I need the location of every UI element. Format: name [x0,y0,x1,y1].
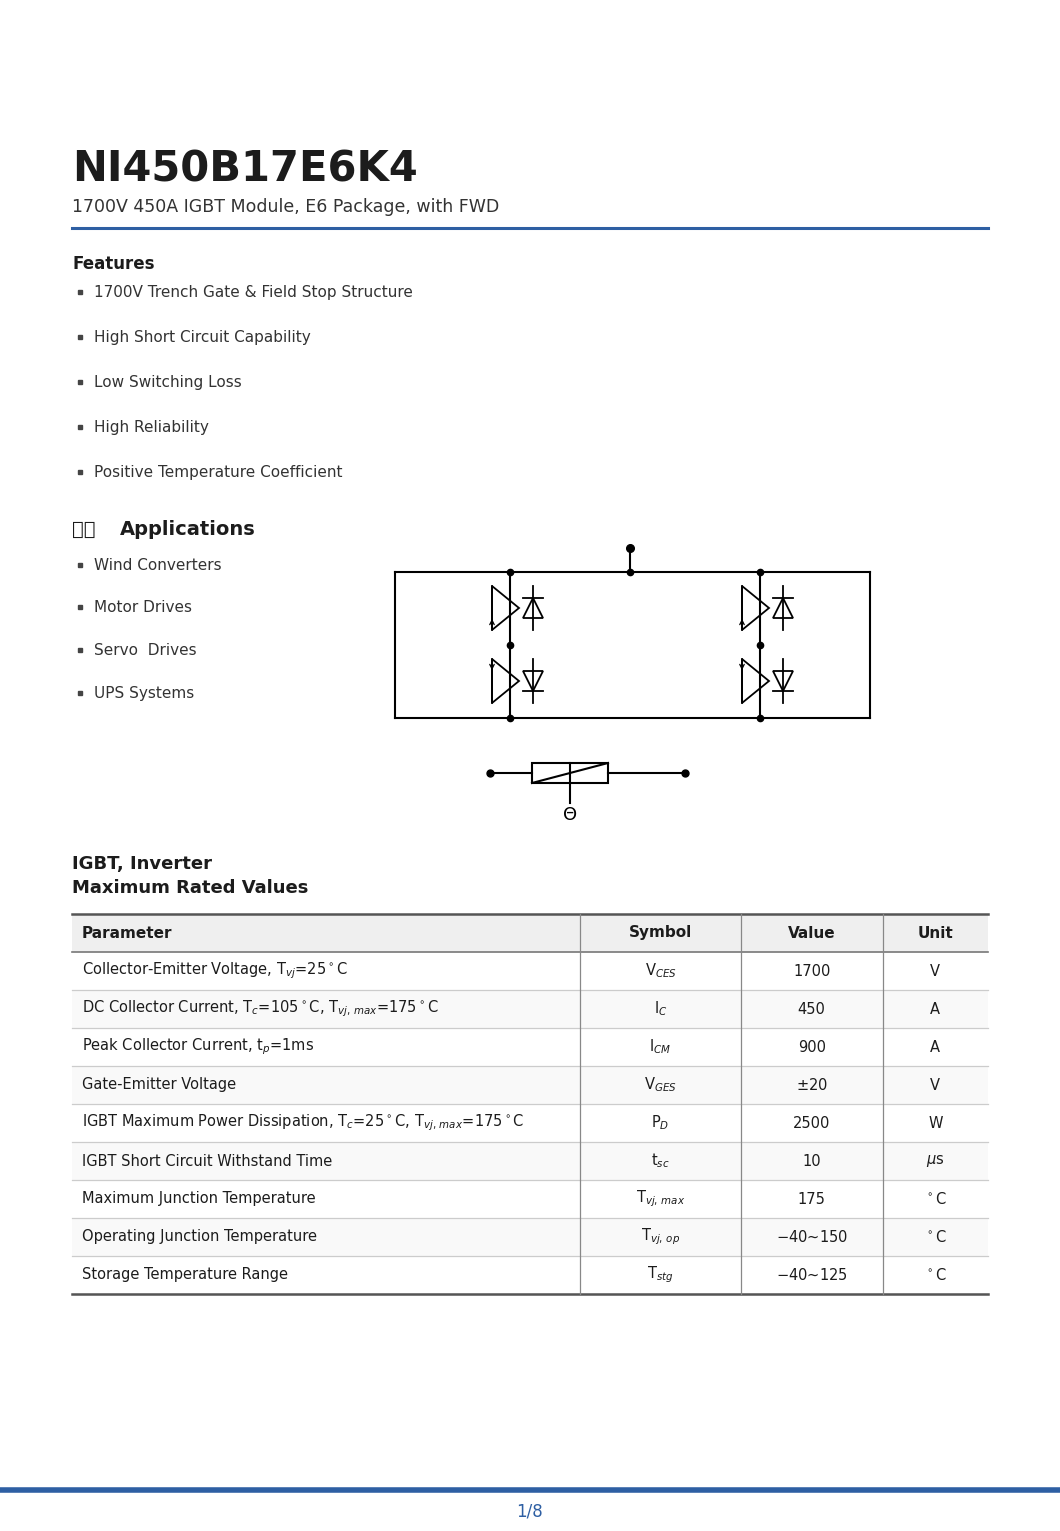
Text: I$_{CM}$: I$_{CM}$ [650,1038,672,1056]
Text: $\Theta$: $\Theta$ [563,805,578,824]
Bar [72,1104,988,1142]
Bar [72,1142,988,1180]
Text: 900: 900 [798,1040,826,1055]
Text: DC Collector Current, T$_c$=105$^\circ$C, T$_{vj,\,max}$=175$^\circ$C: DC Collector Current, T$_c$=105$^\circ$C… [82,998,439,1020]
Text: V$_{CES}$: V$_{CES}$ [644,961,676,980]
Text: Maximum Junction Temperature: Maximum Junction Temperature [82,1191,316,1206]
Text: $^\circ$C: $^\circ$C [924,1268,947,1283]
Text: T$_{vj,\,op}$: T$_{vj,\,op}$ [641,1226,681,1248]
Text: W: W [929,1116,942,1130]
Text: Servo  Drives: Servo Drives [94,643,196,658]
Text: 10: 10 [802,1153,822,1168]
Text: Motor Drives: Motor Drives [94,600,192,615]
Text: V: V [931,963,940,978]
Text: IGBT Short Circuit Withstand Time: IGBT Short Circuit Withstand Time [82,1153,332,1168]
Text: $\mu$s: $\mu$s [926,1153,944,1170]
Text: Value: Value [788,926,835,940]
Bar [72,1219,988,1255]
Text: UPS Systems: UPS Systems [94,686,194,701]
Text: 1700: 1700 [793,963,830,978]
Bar [72,914,988,952]
Text: 450: 450 [798,1001,826,1017]
Text: Applications: Applications [120,521,255,539]
Text: 1/8: 1/8 [516,1503,544,1520]
Text: 1700V 450A IGBT Module, E6 Package, with FWD: 1700V 450A IGBT Module, E6 Package, with… [72,197,499,216]
Text: A: A [931,1040,940,1055]
Text: Operating Junction Temperature: Operating Junction Temperature [82,1229,317,1245]
Text: Parameter: Parameter [82,926,173,940]
Text: Unit: Unit [918,926,953,940]
Text: V$_{GES}$: V$_{GES}$ [644,1076,677,1095]
Text: $-$40~125: $-$40~125 [776,1268,848,1283]
Bar [72,1027,988,1066]
Text: High Reliability: High Reliability [94,419,209,435]
Bar [532,762,608,782]
Text: $\pm$20: $\pm$20 [796,1076,828,1093]
Text: A: A [931,1001,940,1017]
Text: Symbol: Symbol [629,926,692,940]
Text: T$_{vj,\,max}$: T$_{vj,\,max}$ [636,1188,685,1209]
Text: Wind Converters: Wind Converters [94,557,222,573]
Text: Storage Temperature Range: Storage Temperature Range [82,1268,288,1283]
Text: Gate-Emitter Voltage: Gate-Emitter Voltage [82,1078,236,1093]
Text: IGBT, Inverter: IGBT, Inverter [72,854,212,873]
Text: Low Switching Loss: Low Switching Loss [94,375,242,390]
Text: 1700V Trench Gate & Field Stop Structure: 1700V Trench Gate & Field Stop Structure [94,285,413,300]
Bar [72,1066,988,1104]
Text: Peak Collector Current, t$_p$=1ms: Peak Collector Current, t$_p$=1ms [82,1036,314,1058]
Text: P$_D$: P$_D$ [651,1113,670,1133]
Bar [72,952,988,991]
Text: T$_{stg}$: T$_{stg}$ [648,1265,674,1286]
Text: $^\circ$C: $^\circ$C [924,1191,947,1206]
Text: 应用: 应用 [72,521,95,539]
Text: 175: 175 [798,1191,826,1206]
Bar [72,1180,988,1219]
Text: 2500: 2500 [793,1116,830,1130]
Text: Features: Features [72,256,155,273]
Text: Collector-Emitter Voltage, T$_{vj}$=25$^\circ$C: Collector-Emitter Voltage, T$_{vj}$=25$^… [82,960,348,981]
Text: Positive Temperature Coefficient: Positive Temperature Coefficient [94,465,342,481]
Text: $^\circ$C: $^\circ$C [924,1229,947,1245]
Text: High Short Circuit Capability: High Short Circuit Capability [94,331,311,344]
Text: t$_{sc}$: t$_{sc}$ [651,1151,670,1170]
Text: I$_C$: I$_C$ [654,1000,668,1018]
Text: $-$40~150: $-$40~150 [776,1229,848,1245]
Text: IGBT Maximum Power Dissipation, T$_c$=25$^\circ$C, T$_{vj,\,max}$=175$^\circ$C: IGBT Maximum Power Dissipation, T$_c$=25… [82,1113,525,1133]
Bar [72,1255,988,1294]
Bar [72,991,988,1027]
Text: NI450B17E6K4: NI450B17E6K4 [72,149,418,190]
Text: Maximum Rated Values: Maximum Rated Values [72,879,308,897]
Text: V: V [931,1078,940,1093]
